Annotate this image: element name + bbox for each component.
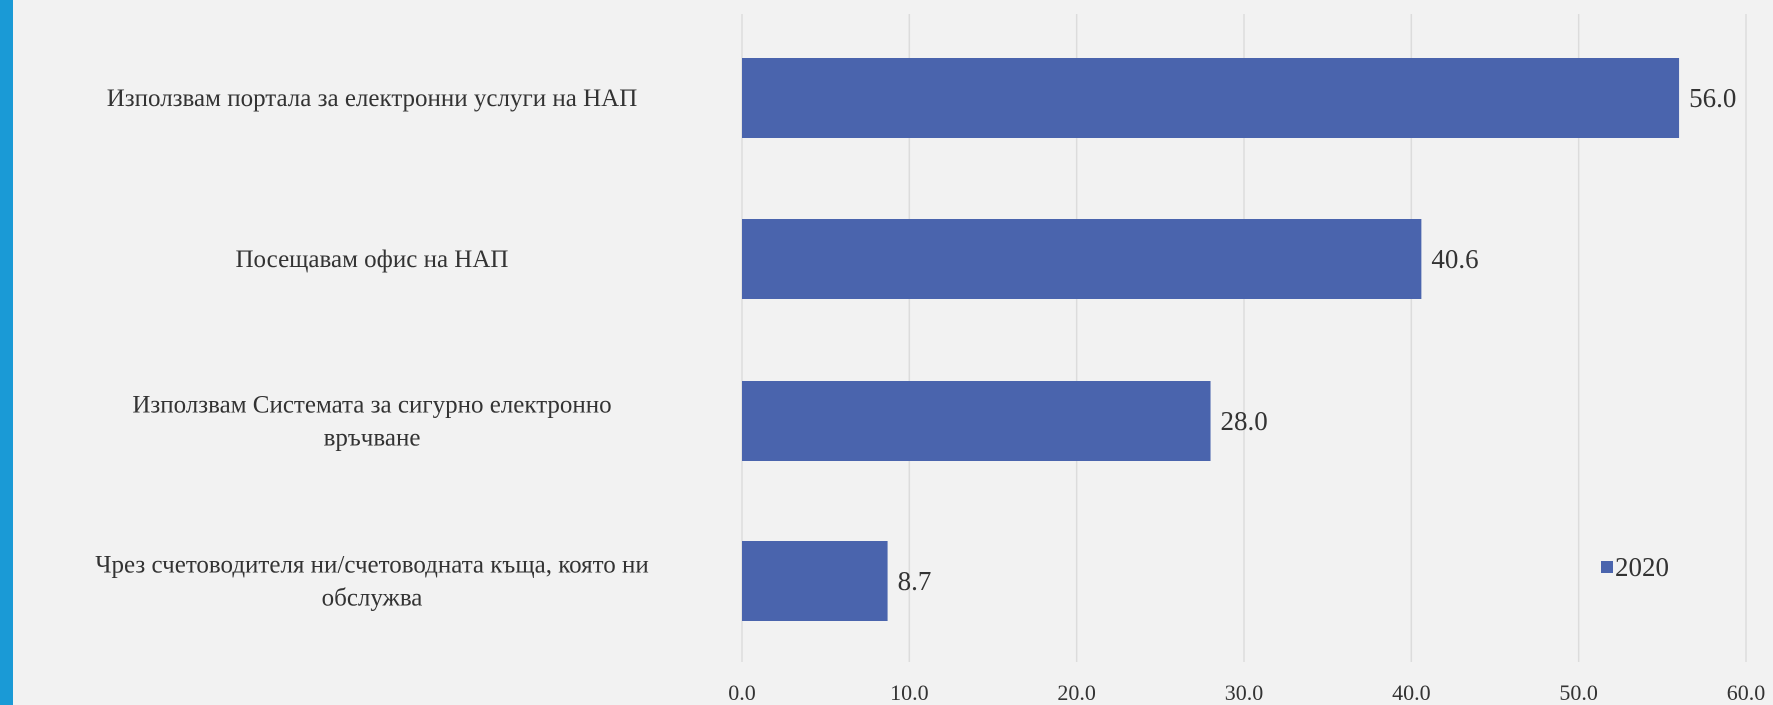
bar	[742, 58, 1679, 138]
category-label-line: връчване	[324, 425, 421, 452]
x-tick-label: 40.0	[1392, 680, 1431, 705]
x-axis-ticks: 0.0 10.0 20.0 30.0 40.0 50.0 60.0	[728, 680, 1765, 705]
x-tick-label: 60.0	[1727, 680, 1766, 705]
category-label-line: Чрез счетоводителя ни/счетоводната къща,…	[95, 552, 648, 579]
legend: 2020	[1601, 552, 1669, 582]
x-tick-label: 10.0	[890, 680, 929, 705]
bar	[742, 219, 1421, 299]
legend-label: 2020	[1615, 552, 1669, 582]
category-labels: Използвам портала за електронни услуги н…	[95, 85, 648, 612]
legend-swatch	[1601, 561, 1613, 573]
data-label: 8.7	[898, 566, 932, 596]
x-tick-label: 30.0	[1225, 680, 1264, 705]
category-label-line: Използвам портала за електронни услуги н…	[107, 85, 638, 112]
category-label-line: обслужва	[322, 585, 423, 612]
data-label: 28.0	[1221, 406, 1268, 436]
x-tick-label: 0.0	[728, 680, 756, 705]
bars	[742, 58, 1679, 621]
category-label-line: Посещавам офис на НАП	[236, 246, 509, 273]
value-labels: 56.0 40.6 28.0 8.7	[898, 83, 1737, 596]
data-label: 40.6	[1431, 244, 1478, 274]
category-label: Използвам портала за електронни услуги н…	[107, 85, 638, 112]
bar	[742, 541, 888, 621]
bar	[742, 381, 1211, 461]
data-label: 56.0	[1689, 83, 1736, 113]
category-label: Използвам Системата за сигурно електронн…	[132, 392, 611, 452]
category-label: Чрез счетоводителя ни/счетоводната къща,…	[95, 552, 648, 612]
category-label-line: Използвам Системата за сигурно електронн…	[132, 392, 611, 419]
x-tick-label: 20.0	[1057, 680, 1096, 705]
x-tick-label: 50.0	[1559, 680, 1598, 705]
category-label: Посещавам офис на НАП	[236, 246, 509, 273]
